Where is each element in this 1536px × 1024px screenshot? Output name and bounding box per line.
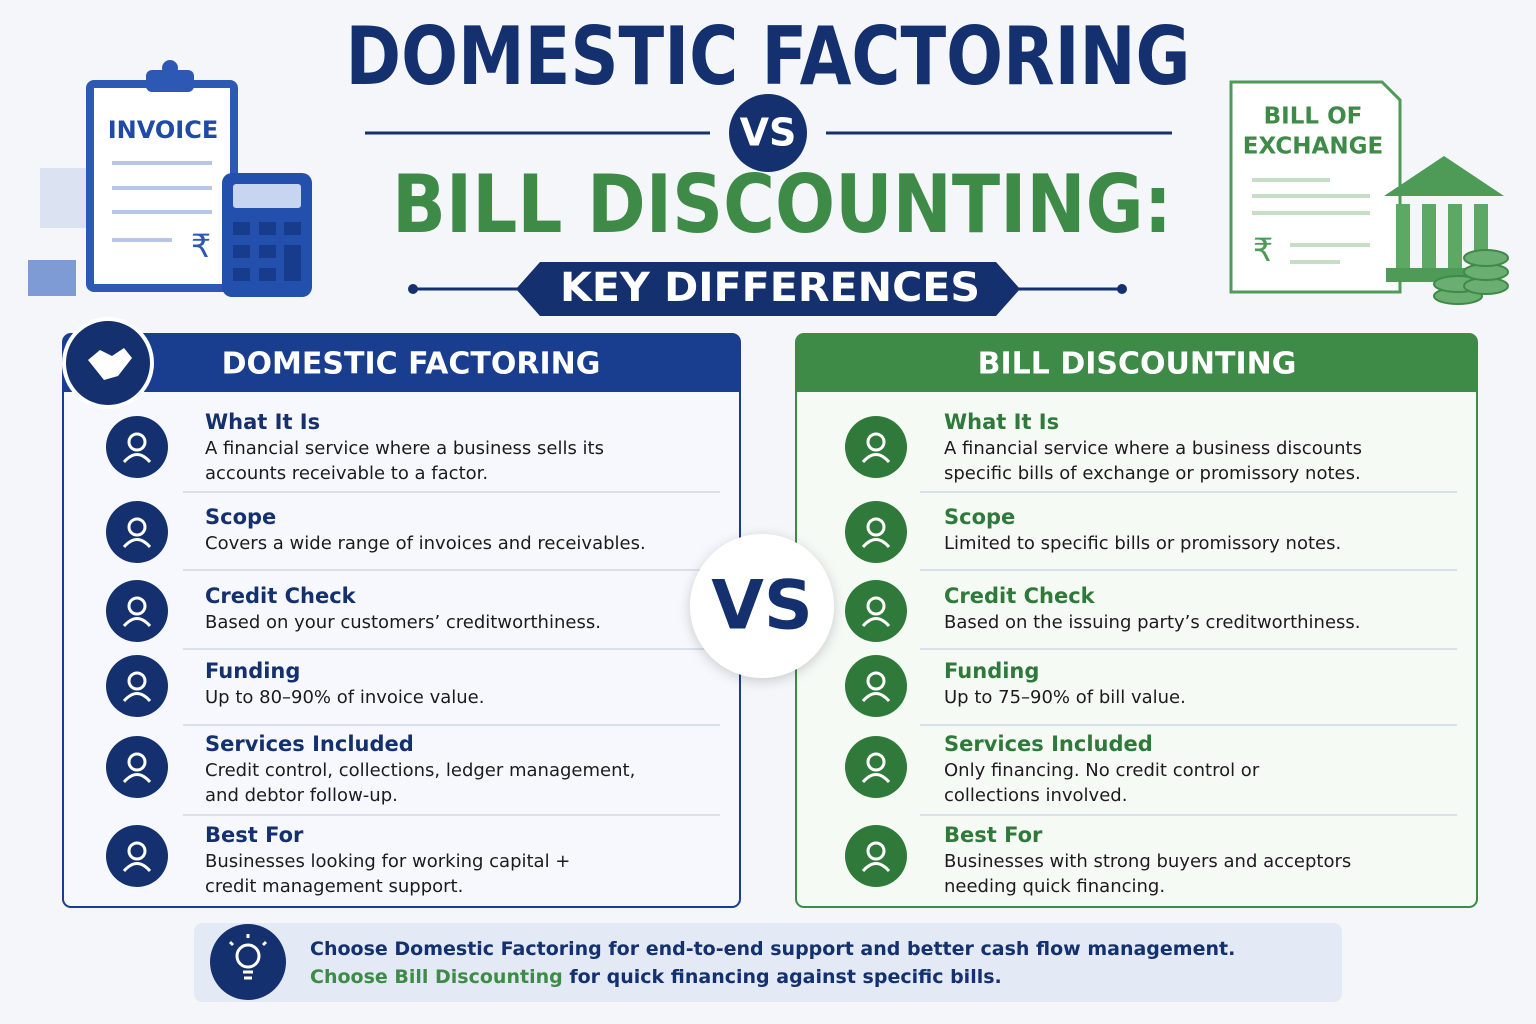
row-icon-glyph — [861, 773, 891, 784]
row-icon-glyph — [866, 432, 886, 452]
center-vs: VS — [711, 567, 813, 646]
row-icon-glyph — [866, 841, 886, 861]
row-icon-glyph — [866, 752, 886, 772]
row-icon — [845, 580, 907, 642]
row-icon-glyph — [122, 617, 152, 628]
row-label: Credit Check — [205, 584, 357, 608]
footer-rest: for end-to-end support and better cash f… — [602, 938, 1236, 960]
row-icon-glyph — [122, 538, 152, 549]
subtitle: KEY DIFFERENCES — [560, 265, 980, 311]
title-top: DOMESTIC FACTORING — [346, 10, 1191, 103]
row-icon — [106, 736, 168, 798]
row-icon — [845, 825, 907, 887]
row-label: Best For — [944, 823, 1043, 847]
row-text: Up to 75–90% of bill value. — [944, 687, 1186, 708]
row-text: and debtor follow-up. — [205, 785, 398, 806]
footer-highlight: Choose Bill Discounting — [310, 966, 563, 988]
row-text: Covers a wide range of invoices and rece… — [205, 533, 646, 554]
row-text: needing quick financing. — [944, 876, 1165, 897]
row-icon-glyph — [122, 773, 152, 784]
bill-illustration: BILL OF EXCHANGE ₹ — [1229, 80, 1509, 305]
row-icon — [106, 825, 168, 887]
row-icon-glyph — [122, 692, 152, 703]
row-icon-glyph — [127, 671, 147, 691]
footer-rest: for quick financing against specific bil… — [563, 966, 1002, 988]
row-text: accounts receivable to a factor. — [205, 463, 488, 484]
row-text: Only financing. No credit control or — [944, 760, 1260, 781]
row-text: Businesses with strong buyers and accept… — [944, 851, 1351, 872]
row-label: What It Is — [205, 410, 320, 434]
handshake-icon — [88, 348, 132, 380]
row-text: A financial service where a business sel… — [205, 438, 604, 459]
row-icon-glyph — [861, 692, 891, 703]
row-icon-glyph — [866, 596, 886, 616]
row-icon-glyph — [866, 517, 886, 537]
footer-box — [194, 923, 1342, 1002]
footer-line: Choose Domestic Factoring for end-to-end… — [310, 938, 1235, 960]
row-label: What It Is — [944, 410, 1059, 434]
row-icon-glyph — [861, 453, 891, 464]
row-icon-glyph — [127, 841, 147, 861]
row-icon — [106, 501, 168, 563]
row-icon — [845, 501, 907, 563]
row-icon-glyph — [861, 862, 891, 873]
row-label: Scope — [944, 505, 1015, 529]
title-bottom: BILL DISCOUNTING: — [392, 158, 1172, 251]
row-icon — [106, 655, 168, 717]
row-label: Services Included — [205, 732, 414, 756]
row-text: A financial service where a business dis… — [944, 438, 1362, 459]
row-icon-glyph — [122, 862, 152, 873]
row-text: Based on your customers’ creditworthines… — [205, 612, 601, 633]
panel-title: BILL DISCOUNTING — [978, 347, 1297, 382]
row-icon-glyph — [127, 752, 147, 772]
row-label: Funding — [944, 659, 1039, 683]
row-text: collections involved. — [944, 785, 1127, 806]
row-icon — [106, 580, 168, 642]
row-label: Credit Check — [944, 584, 1096, 608]
row-icon-glyph — [127, 596, 147, 616]
row-icon — [845, 736, 907, 798]
invoice-symbol: ₹ — [191, 227, 211, 265]
panel-header — [796, 334, 1477, 392]
center-vs-badge — [690, 534, 834, 678]
row-icon-glyph — [861, 538, 891, 549]
vs-badge — [729, 94, 807, 172]
row-icon — [845, 655, 907, 717]
invoice-illustration: INVOICE ₹ — [28, 60, 312, 297]
row-icon-glyph — [127, 432, 147, 452]
title-vs: VS — [740, 111, 797, 155]
row-label: Scope — [205, 505, 276, 529]
panels: DOMESTIC FACTORING What It Is A financial … — [62, 317, 1478, 908]
panel-title: DOMESTIC FACTORING — [222, 347, 601, 382]
bill-symbol: ₹ — [1253, 231, 1273, 269]
row-icon-glyph — [122, 453, 152, 464]
bill-label-2: EXCHANGE — [1243, 134, 1383, 160]
row-text: Limited to specific bills or promissory … — [944, 533, 1341, 554]
row-text: Based on the issuing party’s creditworth… — [944, 612, 1361, 633]
row-label: Funding — [205, 659, 300, 683]
row-label: Services Included — [944, 732, 1153, 756]
row-label: Best For — [205, 823, 304, 847]
row-text: Credit control, collections, ledger mana… — [205, 760, 635, 781]
footer-highlight: Choose Domestic Factoring — [310, 938, 602, 960]
panel-header — [63, 334, 740, 392]
row-text: specific bills of exchange or promissory… — [944, 463, 1361, 484]
row-icon — [845, 416, 907, 478]
row-icon-glyph — [127, 517, 147, 537]
row-text: Businesses looking for working capital + — [205, 851, 570, 872]
subtitle-banner — [516, 262, 1020, 316]
invoice-label: INVOICE — [108, 116, 219, 144]
footer-line: Choose Bill Discounting for quick financ… — [310, 966, 1002, 988]
bill-label-1: BILL OF — [1264, 104, 1363, 130]
row-text: Up to 80–90% of invoice value. — [205, 687, 484, 708]
row-icon — [106, 416, 168, 478]
row-icon-glyph — [866, 671, 886, 691]
row-icon-glyph — [861, 617, 891, 628]
row-text: credit management support. — [205, 876, 463, 897]
